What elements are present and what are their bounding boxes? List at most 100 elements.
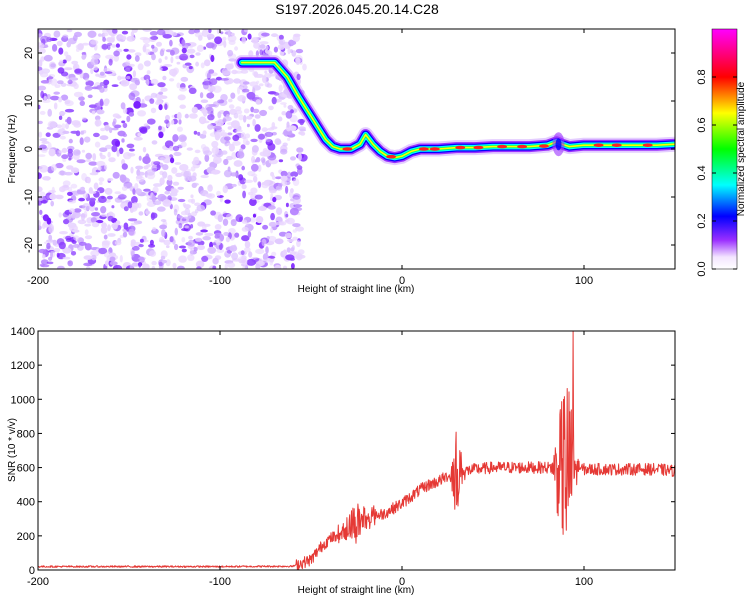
spectrogram-noise-blob	[275, 185, 283, 191]
spectrogram-noise-blob	[221, 68, 231, 76]
spectrogram-noise-blob	[78, 96, 85, 101]
spectrogram-noise-blob	[113, 50, 120, 57]
spectrogram-noise-blob	[99, 147, 108, 152]
spectrogram-noise-blob	[92, 153, 97, 161]
spectrogram-noise-blob	[211, 242, 217, 246]
spectrogram-noise-blob	[225, 236, 230, 243]
spectrogram-noise-blob	[56, 124, 63, 129]
spectrogram-noise-blob	[212, 265, 217, 269]
spectrogram-noise-blob	[46, 36, 53, 43]
spectrogram-noise-blob	[68, 214, 72, 220]
spectrogram-noise-blob	[164, 190, 170, 195]
spectrogram-noise-blob	[177, 215, 182, 219]
spectrogram-x-tick-label: 100	[575, 275, 593, 287]
spectrogram-noise-blob	[271, 175, 276, 180]
spectrogram-noise-blob	[58, 96, 63, 103]
spectrogram-noise-blob	[73, 208, 82, 213]
spectrogram-noise-blob	[238, 114, 244, 121]
spectrogram-noise-blob	[292, 236, 298, 241]
spectrogram-noise-blob	[285, 254, 295, 261]
spectrogram-noise-blob	[278, 34, 284, 41]
spectrogram-noise-blob	[239, 216, 243, 222]
spectrogram-noise-blob	[51, 164, 57, 172]
spectrogram-noise-blob	[280, 175, 288, 182]
spectrogram-noise-blob	[255, 216, 264, 224]
spectrogram-noise-blob	[143, 188, 151, 192]
spectrogram-noise-blob	[131, 196, 138, 204]
spectrogram-noise-blob	[247, 191, 254, 196]
spectrogram-noise-blob	[90, 68, 94, 75]
spectrogram-noise-blob	[61, 123, 66, 130]
spectrogram-x-tick-label: -100	[209, 275, 231, 287]
spectrogram-x-tick-label: -200	[27, 275, 49, 287]
spectrogram-noise-blob	[266, 257, 271, 261]
spectrogram-noise-blob	[82, 130, 87, 134]
spectrogram-noise-blob	[270, 193, 274, 199]
spectrogram-noise-blob	[137, 256, 145, 264]
spectrogram-noise-blob	[274, 176, 283, 180]
spectrogram-noise-blob	[193, 246, 198, 252]
spectrogram-noise-blob	[129, 264, 134, 269]
spectrogram-noise-blob	[97, 165, 102, 171]
spectrogram-noise-blob	[46, 242, 51, 250]
spectrogram-noise-blob	[214, 36, 223, 45]
spectrogram-noise-blob	[162, 75, 167, 81]
spectrogram-noise-blob	[104, 124, 110, 132]
spectrogram-noise-blob	[160, 95, 168, 99]
spectrogram-noise-blob	[41, 140, 50, 144]
spectrogram-ridge-hotspot	[611, 143, 622, 147]
spectrogram-noise-blob	[259, 41, 269, 45]
spectrogram-noise-blob	[259, 109, 267, 117]
spectrogram-noise-blob	[58, 241, 66, 250]
spectrogram-noise-blob	[46, 261, 54, 265]
spectrogram-noise-blob	[119, 255, 123, 263]
spectrogram-noise-blob	[251, 163, 259, 172]
spectrogram-noise-blob	[56, 40, 63, 47]
spectrogram-noise-blob	[286, 121, 290, 128]
spectrogram-noise-blob	[39, 191, 46, 197]
spectrogram-noise-blob	[188, 66, 193, 70]
spectrogram-noise-blob	[249, 217, 256, 223]
spectrogram-noise-blob	[207, 124, 214, 130]
spectrogram-noise-blob	[251, 155, 256, 164]
spectrogram-noise-blob	[150, 36, 159, 40]
spectrogram-noise-blob	[131, 202, 140, 210]
spectrogram-noise-blob	[296, 240, 301, 248]
spectrogram-noise-blob	[208, 69, 215, 74]
spectrogram-noise-blob	[227, 29, 231, 38]
spectrogram-noise-blob	[98, 181, 103, 185]
spectrogram-noise-blob	[113, 124, 122, 129]
spectrogram-noise-blob	[120, 200, 125, 204]
spectrogram-noise-blob	[210, 54, 215, 63]
spectrogram-noise-blob	[142, 29, 152, 32]
spectrogram-noise-blob	[231, 69, 238, 75]
spectrogram-noise-blob	[252, 71, 257, 76]
spectrogram-noise-blob	[175, 172, 183, 178]
spectrogram-noise-blob	[201, 255, 209, 262]
spectrogram-noise-blob	[59, 111, 67, 115]
spectrogram-noise-blob	[200, 229, 209, 233]
spectrogram-noise-blob	[211, 140, 219, 148]
snr-y-tick-label: 800	[17, 428, 35, 440]
spectrogram-noise-blob	[160, 87, 168, 92]
spectrogram-x-axis-label: Height of straight line (km)	[298, 284, 415, 295]
spectrogram-noise-blob	[251, 145, 259, 153]
spectrogram-noise-blob	[292, 193, 301, 200]
spectrogram-noise-blob	[85, 152, 92, 160]
spectrogram-noise-blob	[237, 95, 247, 102]
spectrogram-noise-blob	[123, 206, 129, 212]
spectrogram-noise-blob	[40, 90, 45, 99]
spectrogram-noise-blob	[48, 256, 53, 261]
spectrogram-noise-blob	[66, 29, 73, 33]
spectrogram-noise-blob	[246, 123, 250, 128]
snr-y-tick-label: 1200	[11, 360, 35, 372]
spectrogram-noise-blob	[248, 251, 253, 258]
spectrogram-noise-blob	[95, 73, 100, 77]
spectrogram-noise-blob	[202, 236, 211, 241]
spectrogram-noise-blob	[194, 209, 199, 214]
spectrogram-noise-blob	[101, 240, 110, 249]
spectrogram-noise-blob	[63, 67, 73, 71]
spectrogram-noise-blob	[233, 160, 243, 167]
spectrogram-noise-blob	[217, 111, 222, 119]
spectrogram-noise-blob	[48, 148, 56, 157]
